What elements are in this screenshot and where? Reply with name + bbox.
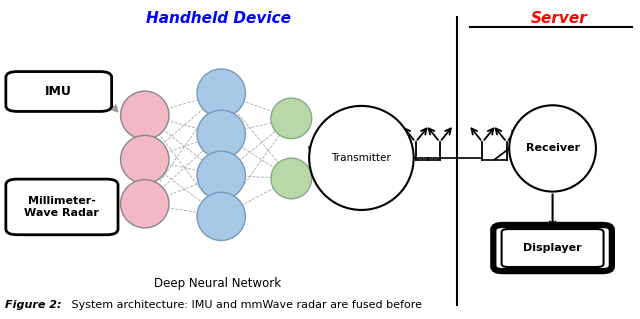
Ellipse shape [309, 106, 413, 210]
Text: Handheld Device: Handheld Device [145, 11, 291, 26]
FancyBboxPatch shape [6, 179, 118, 235]
FancyBboxPatch shape [6, 71, 111, 111]
FancyBboxPatch shape [493, 225, 612, 271]
Text: Millimeter-
Wave Radar: Millimeter- Wave Radar [24, 196, 99, 218]
Text: Receiver: Receiver [525, 144, 580, 153]
Ellipse shape [509, 105, 596, 192]
Ellipse shape [271, 98, 312, 139]
Ellipse shape [120, 135, 169, 184]
Ellipse shape [271, 158, 312, 199]
Ellipse shape [197, 69, 246, 117]
Ellipse shape [197, 151, 246, 199]
Text: Figure 2:: Figure 2: [4, 300, 61, 310]
Text: Deep Neural Network: Deep Neural Network [154, 277, 282, 290]
Ellipse shape [120, 180, 169, 228]
FancyBboxPatch shape [502, 229, 604, 267]
Ellipse shape [197, 192, 246, 241]
Text: IMU: IMU [45, 85, 72, 98]
Text: Server: Server [531, 11, 588, 26]
Text: Transmitter: Transmitter [332, 153, 391, 163]
Text: Displayer: Displayer [524, 243, 582, 253]
Ellipse shape [197, 110, 246, 158]
Text: System architecture: IMU and mmWave radar are fused before: System architecture: IMU and mmWave rada… [68, 300, 422, 310]
Ellipse shape [120, 91, 169, 139]
